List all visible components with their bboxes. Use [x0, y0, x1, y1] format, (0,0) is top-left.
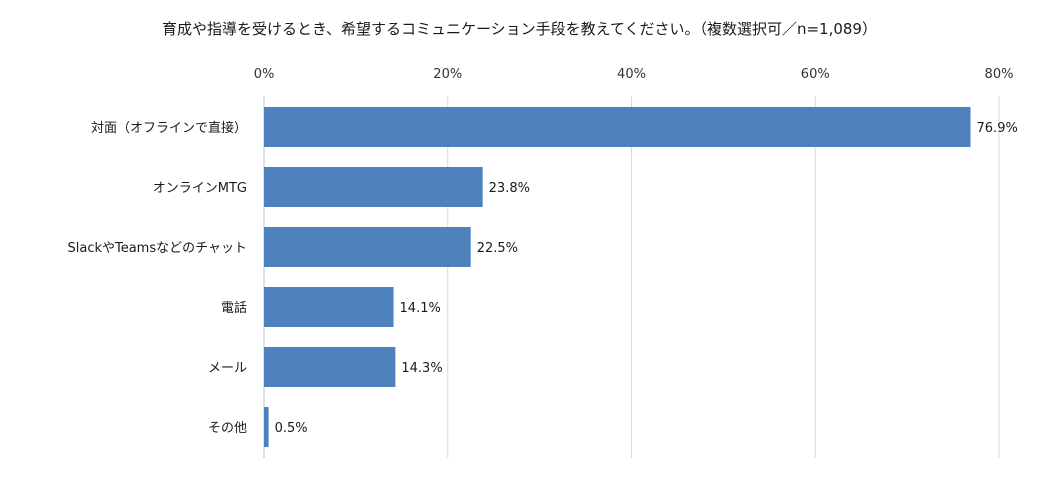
bar	[264, 347, 396, 387]
x-tick-label: 80%	[985, 67, 1014, 82]
bar	[264, 287, 394, 327]
category-label: オンラインMTG	[153, 181, 247, 196]
grid-layer	[263, 96, 1000, 458]
category-label: その他	[208, 421, 247, 436]
value-label: 14.1%	[400, 301, 441, 316]
value-labels: 76.9% 23.8% 22.5% 14.1% 14.3% 0.5%	[275, 121, 1018, 436]
x-tick-label: 60%	[801, 67, 830, 82]
x-tick-labels: 0% 20% 40% 60% 80%	[254, 67, 1014, 82]
bar	[264, 227, 471, 267]
category-label: SlackやTeamsなどのチャット	[67, 241, 247, 256]
x-tick-label: 20%	[433, 67, 462, 82]
x-tick-label: 0%	[254, 67, 275, 82]
category-labels: 対面（オフラインで直接） オンラインMTG SlackやTeamsなどのチャット電話…	[67, 120, 247, 436]
category-label: 対面（オフラインで直接）	[91, 120, 247, 136]
value-label: 23.8%	[489, 181, 530, 196]
bar	[264, 107, 971, 147]
bar	[264, 407, 269, 447]
value-label: 14.3%	[401, 361, 442, 376]
value-label: 0.5%	[275, 421, 308, 436]
category-label: 電話	[221, 300, 247, 316]
chart-title: 育成や指導を受けるとき、希望するコミュニケーション手段を教えてください。（複数選…	[162, 20, 877, 38]
bar	[264, 167, 483, 207]
value-label: 22.5%	[477, 241, 518, 256]
bars	[264, 107, 971, 447]
category-label: メール	[208, 361, 247, 376]
x-tick-label: 40%	[617, 67, 646, 82]
value-label: 76.9%	[977, 121, 1018, 136]
